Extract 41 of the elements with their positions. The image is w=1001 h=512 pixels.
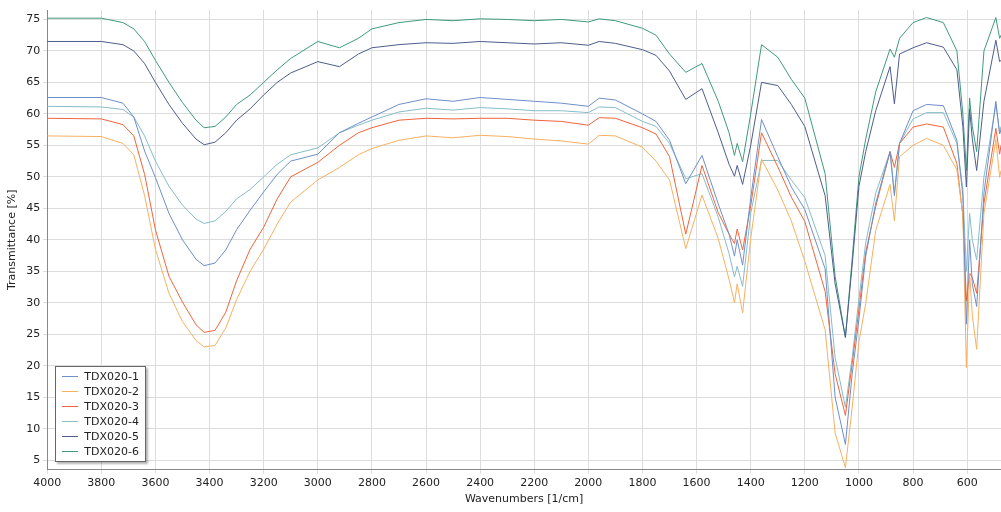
x-tick-label: 3200: [249, 476, 278, 490]
legend-label: TDX020-3: [84, 399, 139, 413]
x-tick-label: 2200: [520, 476, 549, 490]
legend-label: TDX020-4: [84, 414, 139, 428]
y-tick-label: 45: [26, 201, 41, 215]
y-tick-label: 70: [26, 43, 41, 57]
y-tick-label: 50: [26, 169, 41, 183]
x-tick-label: 800: [902, 476, 924, 490]
x-tick-label: 1800: [628, 476, 657, 490]
x-tick-label: 4000: [33, 476, 62, 490]
x-tick-label: 2000: [574, 476, 603, 490]
x-tick-label: 2600: [412, 476, 441, 490]
x-tick-label: 1600: [682, 476, 711, 490]
y-tick-label: 60: [26, 106, 41, 120]
x-tick-label: 3000: [303, 476, 332, 490]
y-axis-title: Transmittance [%]: [5, 189, 19, 292]
x-tick-label: 1000: [844, 476, 873, 490]
y-tick-label: 25: [26, 327, 41, 341]
y-tick-label: 5: [33, 453, 41, 467]
x-tick-label: 1200: [790, 476, 819, 490]
x-tick-label: 2800: [357, 476, 386, 490]
y-tick-label: 75: [26, 12, 41, 26]
legend-label: TDX020-2: [84, 384, 139, 398]
legend-label: TDX020-5: [84, 429, 139, 443]
y-tick-label: 40: [26, 232, 41, 246]
x-tick-label: 600: [956, 476, 978, 490]
y-tick-label: 20: [26, 358, 41, 372]
y-tick-label: 55: [26, 138, 41, 152]
x-tick-label: 3800: [87, 476, 116, 490]
y-tick-label: 30: [26, 295, 41, 309]
y-tick-label: 15: [26, 390, 41, 404]
x-axis-title: Wavenumbers [1/cm]: [464, 492, 584, 506]
x-tick-label: 3600: [141, 476, 170, 490]
y-tick-label: 10: [26, 421, 41, 435]
legend-label: TDX020-6: [84, 444, 139, 458]
x-tick-label: 3400: [195, 476, 224, 490]
y-tick-label: 65: [26, 75, 41, 89]
legend-label: TDX020-1: [84, 369, 139, 383]
x-tick-label: 2400: [466, 476, 495, 490]
y-tick-label: 35: [26, 264, 41, 278]
x-tick-label: 1400: [736, 476, 765, 490]
